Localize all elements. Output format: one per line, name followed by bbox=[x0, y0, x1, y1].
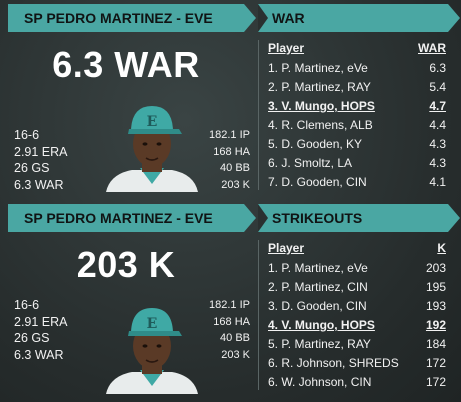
row-value: 172 bbox=[425, 356, 446, 370]
stat-era: 2.91 ERA bbox=[14, 314, 68, 329]
leaderboard-row[interactable]: 3. V. Mungo, HOPS 4.7 bbox=[268, 97, 446, 116]
stat-ha: 168 HA bbox=[213, 145, 250, 158]
stat-ip: 182.1 IP bbox=[209, 299, 250, 311]
stat-war: 6.3 WAR bbox=[14, 347, 64, 362]
row-player: 2. P. Martinez, CIN bbox=[268, 280, 368, 294]
svg-text:E: E bbox=[147, 316, 158, 332]
player-portrait-icon: E bbox=[104, 96, 200, 192]
player-title-banner: SP PEDRO MARTINEZ - EVE bbox=[8, 204, 256, 232]
stat-bb: 40 BB bbox=[220, 162, 250, 174]
leaderboard-title-banner: STRIKEOUTS bbox=[258, 204, 460, 232]
stat-k: 203 K bbox=[221, 348, 250, 361]
row-player: 4. V. Mungo, HOPS bbox=[268, 318, 375, 332]
leaderboard-row[interactable]: 6. R. Johnson, SHREDS 172 bbox=[268, 354, 446, 373]
row-player: 6. R. Johnson, SHREDS bbox=[268, 356, 399, 370]
row-value: 195 bbox=[425, 280, 446, 294]
leaderboard-row[interactable]: 6. W. Johnson, CIN 172 bbox=[268, 373, 446, 392]
stat-gs: 26 GS bbox=[14, 331, 50, 345]
stat-k: 203 K bbox=[221, 178, 250, 191]
leaderboard-title-banner: WAR bbox=[258, 4, 460, 32]
col-value-header: K bbox=[437, 241, 446, 255]
leaderboard-row[interactable]: 1. P. Martinez, eVe 6.3 bbox=[268, 59, 446, 78]
row-value: 4.4 bbox=[429, 118, 446, 132]
leaderboard-row[interactable]: 3. D. Gooden, CIN 193 bbox=[268, 297, 446, 316]
row-value: 203 bbox=[425, 261, 446, 275]
row-value: 184 bbox=[425, 337, 446, 351]
stat-bb: 40 BB bbox=[220, 332, 250, 344]
stat-ip: 182.1 IP bbox=[209, 129, 250, 141]
col-player-header: Player bbox=[268, 241, 305, 255]
leaderboard-war: Player WAR 1. P. Martinez, eVe 6.3 2. P. M… bbox=[268, 37, 446, 192]
stat-war: 6.3 WAR bbox=[14, 177, 64, 192]
row-value: 4.1 bbox=[429, 175, 446, 189]
player-portrait-icon: E bbox=[104, 298, 200, 394]
row-value: 4.7 bbox=[429, 99, 446, 113]
row-value: 192 bbox=[425, 318, 446, 332]
headline-stat: 203 K bbox=[76, 244, 176, 285]
row-value: 6.3 bbox=[429, 61, 446, 75]
leaderboard-row[interactable]: 4. V. Mungo, HOPS 192 bbox=[268, 316, 446, 335]
leaderboard-divider bbox=[258, 240, 259, 390]
leaderboard-row[interactable]: 5. D. Gooden, KY 4.3 bbox=[268, 135, 446, 154]
col-value-header: WAR bbox=[418, 41, 446, 55]
leaderboard-row[interactable]: 4. R. Clemens, ALB 4.4 bbox=[268, 116, 446, 135]
row-value: 4.3 bbox=[429, 137, 446, 151]
stat-record: 16-6 bbox=[14, 298, 40, 312]
row-player: 4. R. Clemens, ALB bbox=[268, 118, 373, 132]
row-player: 3. D. Gooden, CIN bbox=[268, 299, 367, 313]
leaderboard-row[interactable]: 5. P. Martinez, RAY 184 bbox=[268, 335, 446, 354]
row-player: 1. P. Martinez, eVe bbox=[268, 61, 368, 75]
headline-stat: 6.3 WAR bbox=[52, 44, 200, 85]
player-stats-right: 182.1 IP 168 HA 40 BB 203 K bbox=[180, 297, 250, 363]
player-stats-left: 16-6 2.91 ERA 26 GS 6.3 WAR bbox=[14, 297, 68, 363]
leaderboard-divider bbox=[258, 40, 259, 190]
leaderboard-row[interactable]: 6. J. Smoltz, LA 4.3 bbox=[268, 154, 446, 173]
player-stats-right: 182.1 IP 168 HA 40 BB 203 K bbox=[180, 127, 250, 193]
leaderboard-header: Player WAR bbox=[268, 37, 446, 59]
row-value: 193 bbox=[425, 299, 446, 313]
row-player: 7. D. Gooden, CIN bbox=[268, 175, 367, 189]
leaderboard-row[interactable]: 2. P. Martinez, RAY 5.4 bbox=[268, 78, 446, 97]
stat-record: 16-6 bbox=[14, 128, 40, 142]
col-player-header: Player bbox=[268, 41, 305, 55]
row-value: 4.3 bbox=[429, 156, 446, 170]
stat-era: 2.91 ERA bbox=[14, 144, 68, 159]
leaderboard-header: Player K bbox=[268, 237, 446, 259]
row-player: 6. J. Smoltz, LA bbox=[268, 156, 353, 170]
row-value: 172 bbox=[425, 375, 446, 389]
svg-text:E: E bbox=[147, 114, 158, 130]
player-title-banner: SP PEDRO MARTINEZ - EVE bbox=[8, 4, 256, 32]
row-value: 5.4 bbox=[429, 80, 446, 94]
player-stats-left: 16-6 2.91 ERA 26 GS 6.3 WAR bbox=[14, 127, 68, 193]
row-player: 2. P. Martinez, RAY bbox=[268, 80, 371, 94]
row-player: 5. D. Gooden, KY bbox=[268, 137, 363, 151]
leaderboard-row[interactable]: 2. P. Martinez, CIN 195 bbox=[268, 278, 446, 297]
leaderboard-strikeouts: Player K 1. P. Martinez, eVe 203 2. P. Mar… bbox=[268, 237, 446, 392]
stat-ha: 168 HA bbox=[213, 315, 250, 328]
stat-gs: 26 GS bbox=[14, 161, 50, 175]
row-player: 3. V. Mungo, HOPS bbox=[268, 99, 375, 113]
row-player: 5. P. Martinez, RAY bbox=[268, 337, 371, 351]
leaderboard-row[interactable]: 7. D. Gooden, CIN 4.1 bbox=[268, 173, 446, 192]
row-player: 1. P. Martinez, eVe bbox=[268, 261, 368, 275]
row-player: 6. W. Johnson, CIN bbox=[268, 375, 372, 389]
leaderboard-row[interactable]: 1. P. Martinez, eVe 203 bbox=[268, 259, 446, 278]
